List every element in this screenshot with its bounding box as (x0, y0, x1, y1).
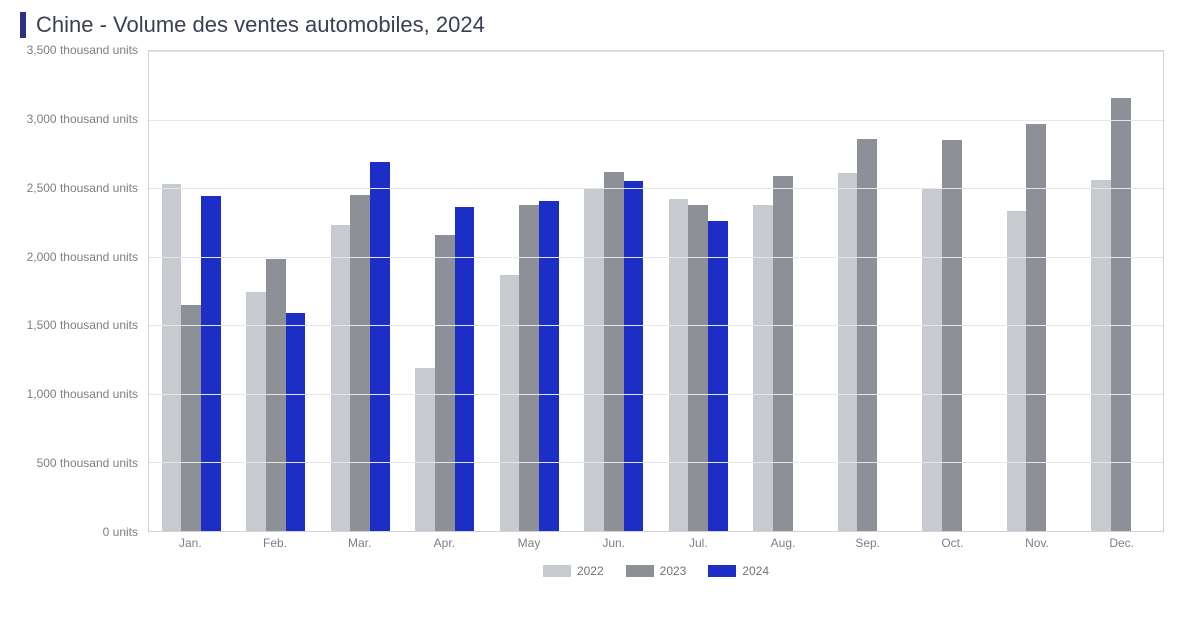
bar-2023 (773, 176, 793, 531)
legend-label-2023: 2023 (660, 564, 687, 578)
x-axis-label: Mar. (348, 536, 371, 550)
gridline (149, 120, 1163, 121)
bar-2022 (1091, 180, 1111, 531)
x-axis-label: Apr. (434, 536, 455, 550)
gridline (149, 257, 1163, 258)
bar-2023 (688, 205, 708, 531)
bar-2022 (246, 292, 266, 531)
x-axis-label: May (518, 536, 541, 550)
bar-2022 (584, 188, 604, 531)
legend-label-2022: 2022 (577, 564, 604, 578)
bar-2022 (1007, 211, 1027, 531)
bar-2024 (286, 313, 306, 531)
bar-2023 (519, 205, 539, 531)
bar-2023 (604, 172, 624, 531)
y-axis-label: 2,000 thousand units (27, 250, 138, 264)
legend-label-2024: 2024 (742, 564, 769, 578)
gridline (149, 51, 1163, 52)
x-axis-label: Sep. (855, 536, 880, 550)
x-axis-label: Nov. (1025, 536, 1049, 550)
bar-2022 (331, 225, 351, 531)
y-axis-label: 1,500 thousand units (27, 318, 138, 332)
bar-2024 (201, 196, 221, 531)
y-axis-label: 3,000 thousand units (27, 112, 138, 126)
chart-area: 0 units 500 thousand units 1,000 thousand … (20, 44, 1180, 584)
legend: 2022 2023 2024 (148, 560, 1164, 582)
y-axis-label: 1,000 thousand units (27, 387, 138, 401)
x-axis-label: Aug. (771, 536, 796, 550)
chart-title: Chine - Volume des ventes automobiles, 2… (36, 12, 485, 38)
bar-2022 (669, 199, 689, 531)
y-axis-label: 0 units (103, 525, 138, 539)
plot-area (148, 50, 1164, 532)
bar-2022 (162, 184, 182, 531)
bar-2022 (838, 173, 858, 531)
gridline (149, 462, 1163, 463)
legend-item-2023: 2023 (626, 564, 687, 578)
legend-item-2022: 2022 (543, 564, 604, 578)
bar-2022 (415, 368, 435, 531)
gridline (149, 325, 1163, 326)
bar-2024 (708, 221, 728, 531)
bar-2024 (370, 162, 390, 531)
y-axis-label: 3,500 thousand units (27, 43, 138, 57)
chart-container: Chine - Volume des ventes automobiles, 2… (0, 0, 1200, 640)
x-axis-labels: Jan. Feb. Mar. Apr. May Jun. Jul. Aug. Sep. Oct. N… (148, 536, 1164, 554)
chart-title-row: Chine - Volume des ventes automobiles, 2… (20, 12, 1180, 38)
bar-2023 (181, 305, 201, 531)
y-axis-label: 2,500 thousand units (27, 181, 138, 195)
x-axis-label: Feb. (263, 536, 287, 550)
bar-2023 (857, 139, 877, 531)
legend-swatch-2022 (543, 565, 571, 577)
bar-2023 (350, 195, 370, 531)
gridline (149, 394, 1163, 395)
legend-swatch-2024 (708, 565, 736, 577)
x-axis-label: Jun. (602, 536, 625, 550)
bar-2024 (624, 181, 644, 531)
y-axis-labels: 0 units500 thousand units1,000 thousand … (20, 50, 144, 532)
bar-2023 (266, 259, 286, 531)
bar-2023 (942, 140, 962, 531)
x-axis-label: Jul. (689, 536, 708, 550)
gridline (149, 188, 1163, 189)
x-axis-label: Oct. (941, 536, 963, 550)
x-axis-label: Dec. (1109, 536, 1134, 550)
x-axis-label: Jan. (179, 536, 202, 550)
bar-2022 (500, 275, 520, 531)
legend-swatch-2023 (626, 565, 654, 577)
legend-item-2024: 2024 (708, 564, 769, 578)
bar-2022 (922, 188, 942, 531)
bar-2023 (1111, 98, 1131, 531)
y-axis-label: 500 thousand units (37, 456, 138, 470)
bars-layer (149, 51, 1163, 531)
bar-2023 (1026, 124, 1046, 531)
title-accent-bar (20, 12, 26, 38)
bar-2023 (435, 235, 455, 531)
bar-2024 (539, 201, 559, 532)
bar-2022 (753, 205, 773, 531)
